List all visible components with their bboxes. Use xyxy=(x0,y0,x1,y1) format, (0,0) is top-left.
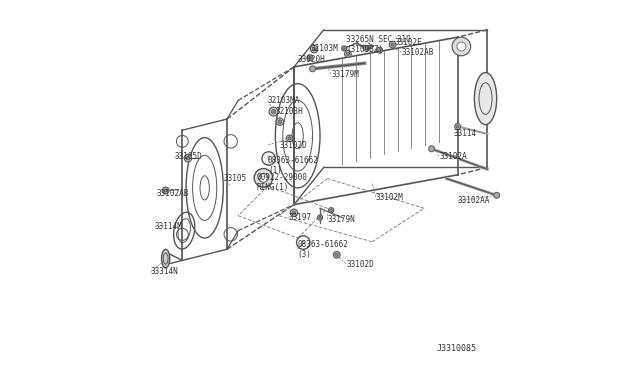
Circle shape xyxy=(493,192,500,198)
Circle shape xyxy=(376,47,383,53)
Circle shape xyxy=(286,135,293,142)
Circle shape xyxy=(310,66,316,72)
Text: S: S xyxy=(267,156,271,161)
Circle shape xyxy=(288,137,291,140)
Text: 33314N: 33314N xyxy=(151,267,179,276)
Circle shape xyxy=(452,37,470,56)
Text: J3310085: J3310085 xyxy=(436,344,476,353)
Circle shape xyxy=(184,154,191,162)
Circle shape xyxy=(343,47,346,50)
Circle shape xyxy=(271,109,276,114)
Text: 33102D: 33102D xyxy=(279,141,307,150)
Text: 33102D: 33102D xyxy=(346,260,374,269)
Ellipse shape xyxy=(161,249,170,268)
Circle shape xyxy=(163,187,169,194)
Circle shape xyxy=(456,125,459,128)
Text: 33102E: 33102E xyxy=(394,38,422,47)
Circle shape xyxy=(312,47,316,51)
Circle shape xyxy=(307,55,313,61)
Text: 32103H: 32103H xyxy=(275,107,303,116)
Circle shape xyxy=(291,209,298,217)
Circle shape xyxy=(429,146,435,152)
Circle shape xyxy=(310,45,318,53)
Text: 33105: 33105 xyxy=(223,174,246,183)
Circle shape xyxy=(186,156,190,160)
Circle shape xyxy=(346,52,349,55)
Circle shape xyxy=(333,251,340,258)
Text: 33102A: 33102A xyxy=(439,152,467,161)
Circle shape xyxy=(276,118,284,125)
Text: 00922-29000
RING(1): 00922-29000 RING(1) xyxy=(257,173,308,192)
Circle shape xyxy=(344,51,351,57)
Text: 33179N: 33179N xyxy=(328,215,355,224)
Circle shape xyxy=(342,46,347,51)
Circle shape xyxy=(389,41,396,48)
Text: 33114M: 33114M xyxy=(154,222,182,231)
Circle shape xyxy=(259,173,268,182)
Circle shape xyxy=(335,253,339,257)
Circle shape xyxy=(391,43,394,46)
Text: 33105D: 33105D xyxy=(175,152,203,161)
Text: 33102AA: 33102AA xyxy=(458,196,490,205)
Circle shape xyxy=(330,209,332,211)
Circle shape xyxy=(457,42,466,51)
Text: 33102M: 33102M xyxy=(376,193,404,202)
Text: 33265N SEC.310
(3109BZ): 33265N SEC.310 (3109BZ) xyxy=(346,35,411,54)
Circle shape xyxy=(378,49,381,52)
Text: 33102AB: 33102AB xyxy=(156,189,189,198)
Text: 33102AB: 33102AB xyxy=(402,48,434,57)
Text: 33179M: 33179M xyxy=(331,70,359,79)
Circle shape xyxy=(454,124,461,129)
Circle shape xyxy=(278,120,282,124)
Text: S: S xyxy=(301,240,305,245)
Circle shape xyxy=(292,211,296,215)
Circle shape xyxy=(317,215,323,220)
Text: 32103MA: 32103MA xyxy=(268,96,300,105)
Circle shape xyxy=(269,107,278,116)
Circle shape xyxy=(364,45,369,51)
Circle shape xyxy=(164,189,167,192)
Text: 33197: 33197 xyxy=(289,213,312,222)
Circle shape xyxy=(328,208,334,213)
Text: 33114: 33114 xyxy=(454,129,477,138)
Circle shape xyxy=(319,217,321,219)
Circle shape xyxy=(365,47,368,50)
Circle shape xyxy=(308,56,312,59)
Ellipse shape xyxy=(474,73,497,125)
Circle shape xyxy=(254,169,273,187)
Text: 33020H: 33020H xyxy=(298,55,325,64)
Text: 08363-61662
(1): 08363-61662 (1) xyxy=(268,156,319,175)
Text: 08363-61662
(3): 08363-61662 (3) xyxy=(298,240,349,259)
Text: 32103M: 32103M xyxy=(310,44,339,53)
